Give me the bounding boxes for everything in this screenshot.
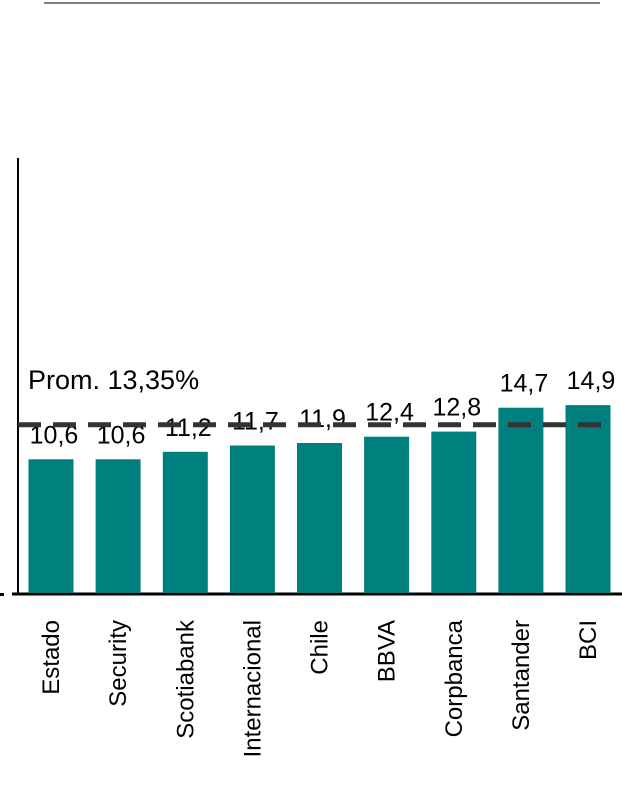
category-label: Security: [105, 620, 132, 707]
bar-corpbanca: [431, 431, 477, 593]
bar-chile: [297, 443, 342, 593]
value-label: 11,2: [165, 414, 212, 442]
average-label: Prom. 13,35%: [28, 365, 199, 395]
category-labels-group: Estado Security Scotiabank Internacional Chi…: [38, 619, 602, 757]
bar-internacional: [229, 445, 275, 593]
bar-scotiabank: [162, 451, 208, 593]
category-label: Scotiabank: [172, 619, 199, 739]
bar-estado: [28, 459, 74, 593]
category-label: Chile: [307, 620, 334, 675]
value-label: 14,7: [500, 370, 549, 398]
category-label: Internacional: [239, 620, 266, 757]
bar-security: [95, 459, 141, 593]
value-label: 11,7: [232, 408, 279, 436]
bars-group: [28, 405, 611, 593]
category-label: BBVA: [374, 620, 401, 682]
value-label: 12,8: [432, 394, 481, 422]
category-label: Corpbanca: [441, 619, 468, 737]
bar-santander: [498, 407, 544, 593]
category-label: Santander: [508, 620, 535, 731]
category-label: Estado: [38, 620, 65, 695]
axis-corner-mark: [0, 593, 4, 596]
value-label: 14,9: [567, 367, 616, 395]
bar-bci: [565, 405, 611, 593]
bar-bbva: [364, 436, 410, 593]
value-label: 11,9: [299, 405, 346, 433]
category-label: BCI: [575, 620, 602, 660]
value-label: 12,4: [365, 399, 414, 427]
